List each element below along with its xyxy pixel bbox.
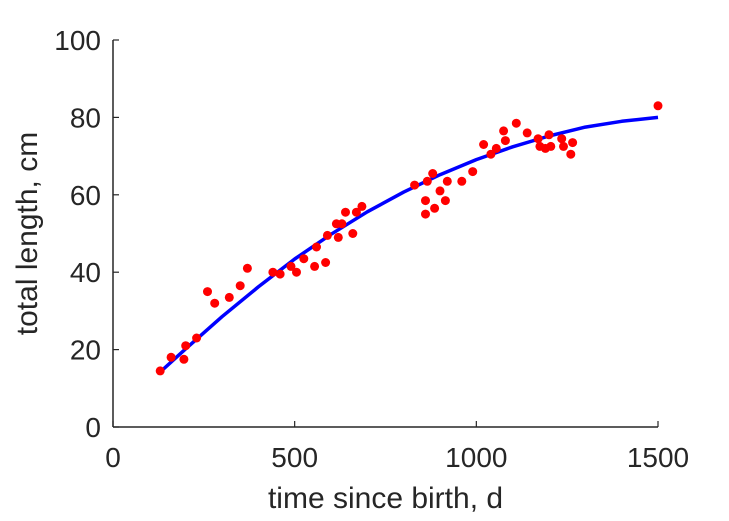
y-tick-label: 40 <box>70 257 101 288</box>
y-tick-label: 80 <box>70 102 101 133</box>
data-point <box>435 186 445 196</box>
y-tick-label: 20 <box>70 335 101 366</box>
data-point <box>337 219 347 229</box>
data-point <box>410 180 420 190</box>
data-point <box>557 134 567 144</box>
data-point <box>559 141 568 151</box>
data-point <box>522 128 532 138</box>
x-axis-label: time since birth, d <box>268 482 503 515</box>
data-point <box>166 352 176 362</box>
data-point <box>299 254 309 264</box>
data-point <box>312 242 321 252</box>
data-point <box>653 101 663 111</box>
data-point <box>440 196 450 206</box>
data-point <box>357 201 367 211</box>
data-point <box>533 134 543 144</box>
data-point <box>224 292 234 302</box>
data-point <box>457 176 467 186</box>
data-point <box>192 333 202 343</box>
data-point <box>422 176 432 186</box>
data-point <box>421 209 430 219</box>
data-points-layer <box>155 101 663 376</box>
y-axis-label: total length, cm <box>11 132 44 335</box>
data-point <box>322 230 332 240</box>
data-point <box>333 232 343 242</box>
data-point <box>292 267 301 277</box>
data-point <box>348 229 358 238</box>
x-tick-label: 1000 <box>445 442 507 473</box>
data-point <box>544 130 554 140</box>
data-point <box>566 149 576 159</box>
data-point <box>242 263 252 273</box>
data-point <box>203 287 212 297</box>
y-tick-label: 0 <box>85 412 101 443</box>
data-point <box>275 269 285 279</box>
data-point <box>500 136 510 146</box>
data-point <box>181 341 191 351</box>
data-point <box>351 207 361 217</box>
data-point <box>430 203 440 213</box>
data-point <box>428 169 438 178</box>
data-point <box>341 207 350 217</box>
data-point <box>421 196 430 206</box>
y-tick-label: 60 <box>70 180 101 211</box>
y-tick-label: 100 <box>54 25 101 56</box>
data-point <box>511 118 521 128</box>
axes: 0 500 1000 1500 0 20 40 60 80 100 <box>54 25 689 473</box>
data-point <box>499 126 509 136</box>
data-point <box>546 141 556 151</box>
x-tick-label: 500 <box>271 442 318 473</box>
data-point <box>491 143 501 153</box>
data-point <box>468 167 478 177</box>
data-point <box>268 267 278 277</box>
data-point <box>486 149 496 159</box>
data-point <box>479 140 489 149</box>
data-point <box>321 258 331 267</box>
x-tick-label: 0 <box>105 442 121 473</box>
data-point <box>568 138 578 148</box>
data-point <box>179 354 189 364</box>
data-point <box>155 366 165 376</box>
data-point <box>286 261 296 271</box>
data-point <box>235 281 245 291</box>
data-point <box>210 298 220 308</box>
fit-curve <box>159 115 659 374</box>
data-point <box>310 261 320 271</box>
fit-curve-layer <box>159 115 659 374</box>
x-tick-label: 1500 <box>627 442 689 473</box>
data-point <box>442 176 452 186</box>
